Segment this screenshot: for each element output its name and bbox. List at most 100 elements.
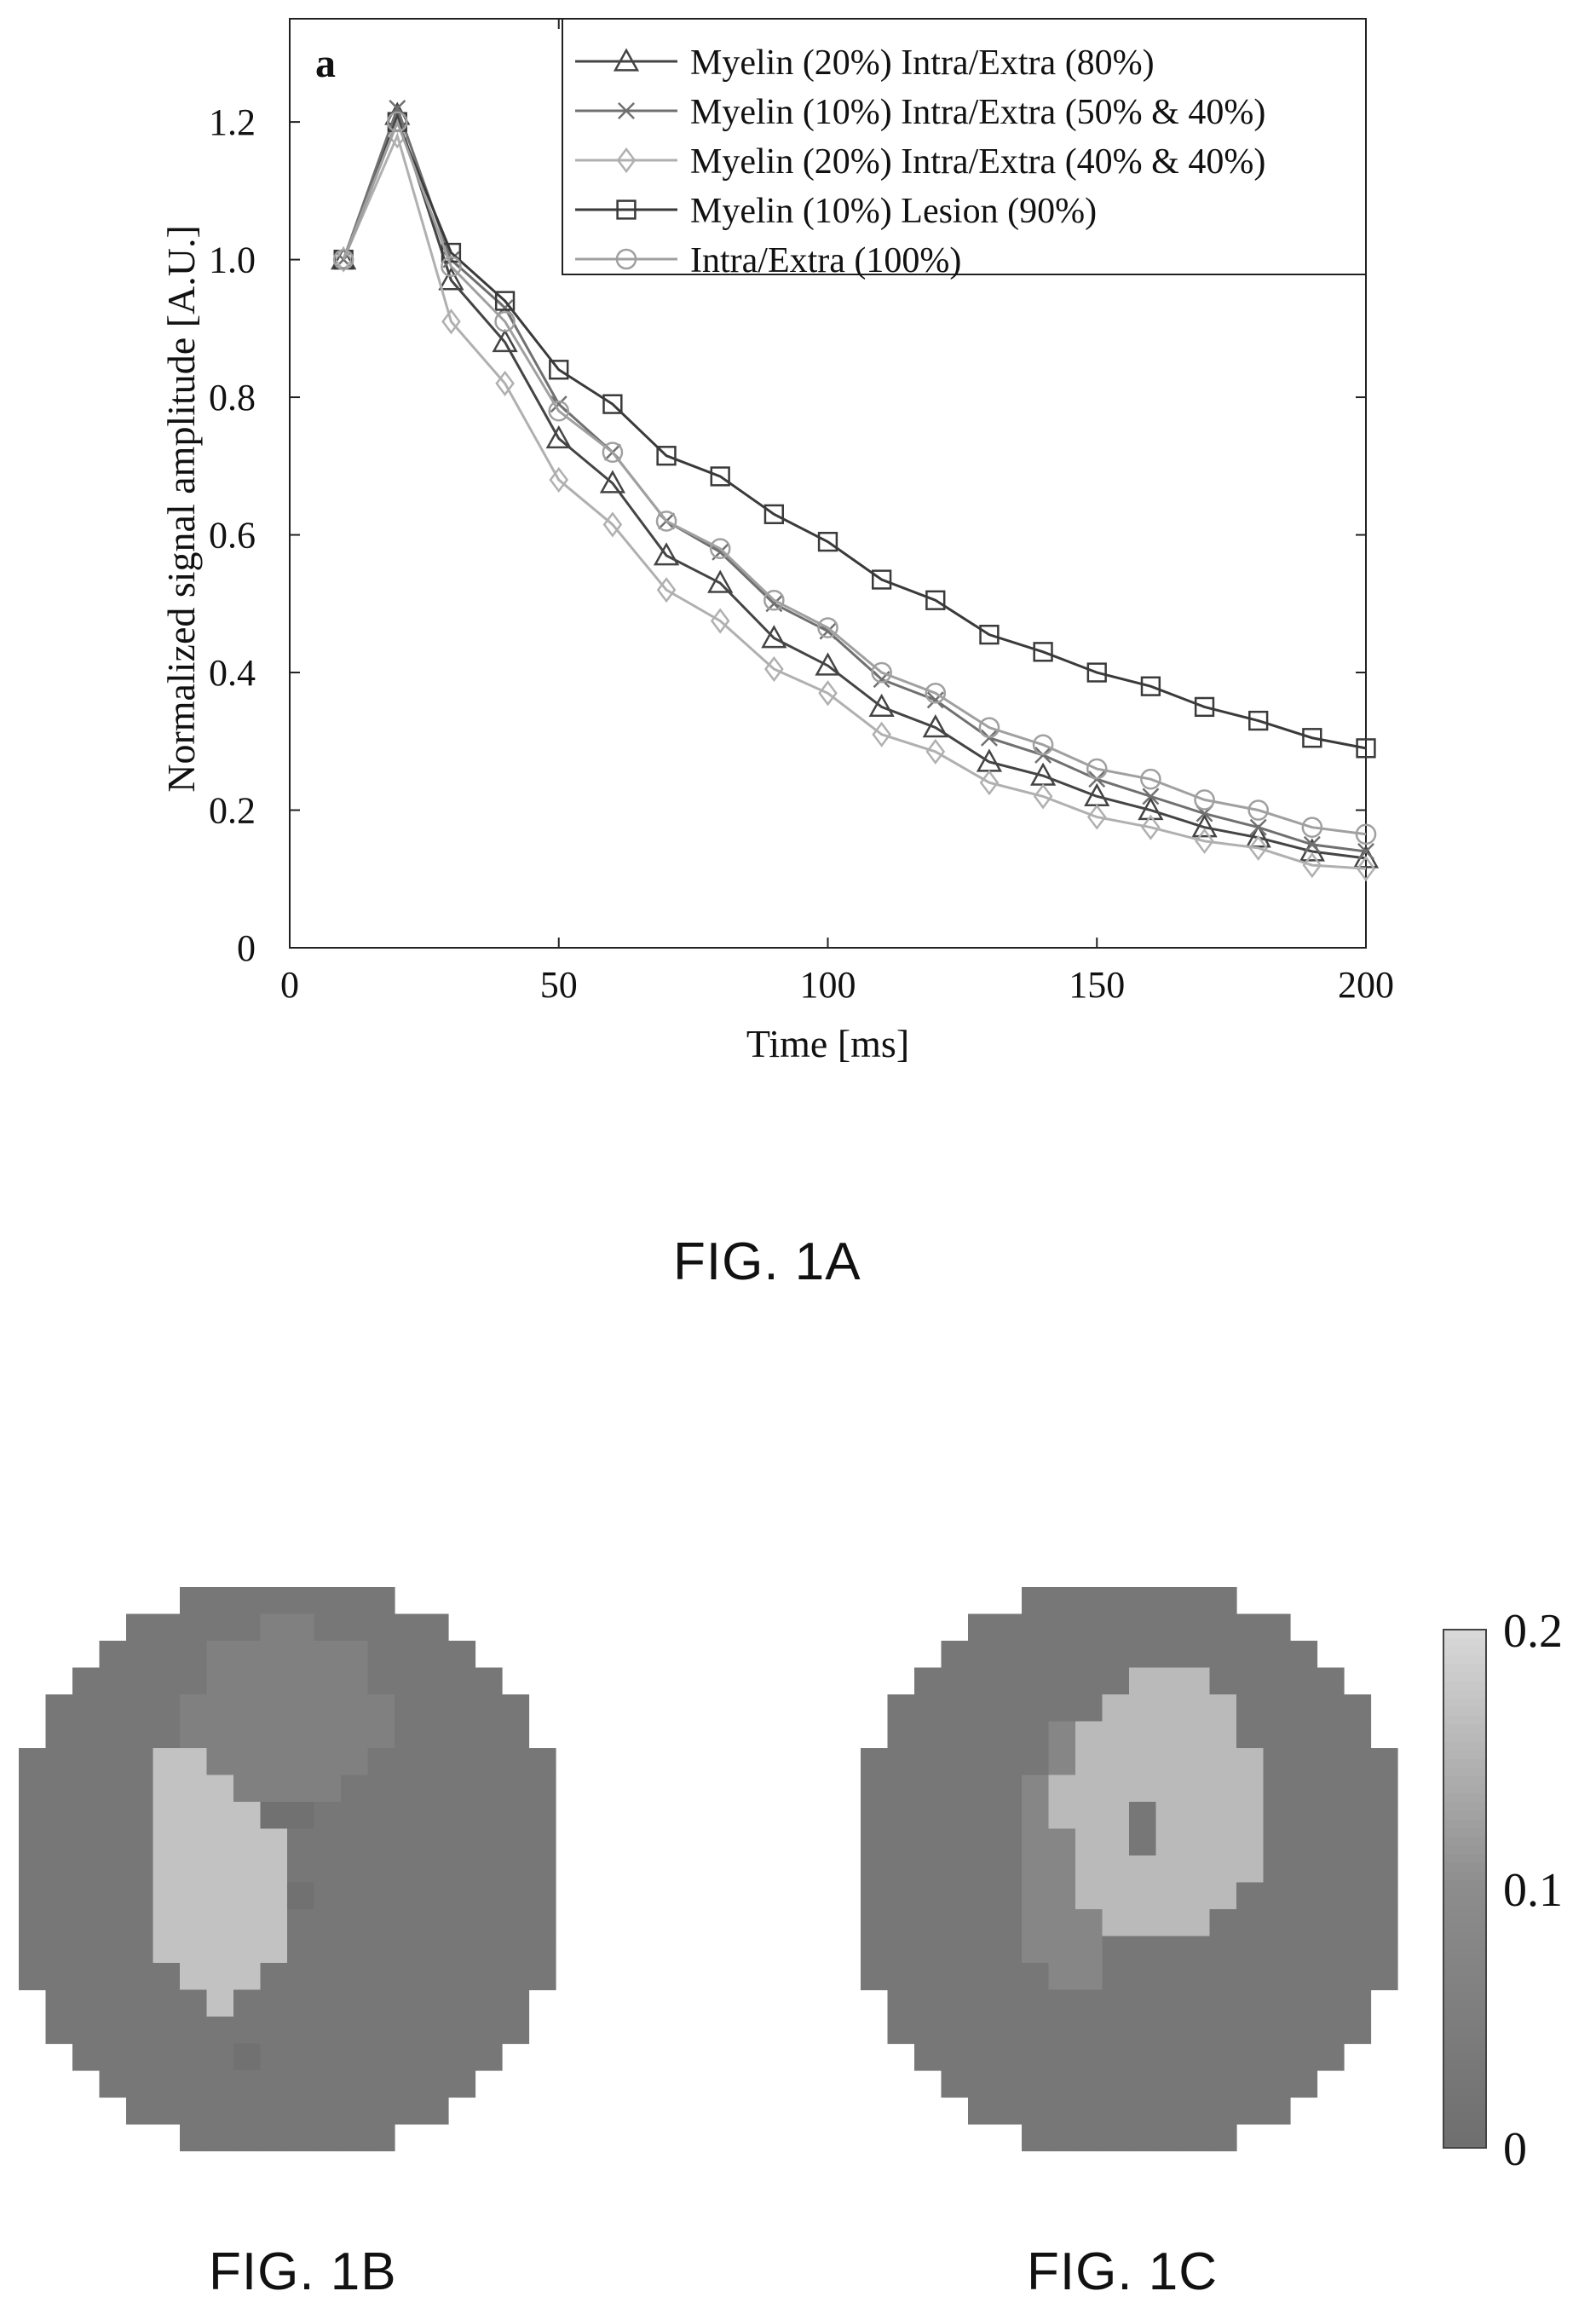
map-cell [448, 1802, 476, 1830]
map-cell [887, 1882, 915, 1910]
map-cell [233, 2070, 262, 2098]
data-point [492, 328, 518, 353]
map-cell [914, 1989, 942, 2017]
map-cell [1129, 1989, 1157, 2017]
map-cell [1075, 1748, 1103, 1776]
map-cell [475, 1694, 503, 1723]
map-cell [314, 2070, 342, 2098]
map-cell [475, 1828, 503, 1856]
map-cell [206, 1828, 234, 1856]
map-cell [914, 1963, 942, 1991]
map-cell [180, 1641, 208, 1669]
data-point [978, 717, 1000, 738]
map-cell [314, 1909, 342, 1937]
map-cell [395, 2070, 423, 2098]
map-cell [421, 1963, 449, 1991]
map-cell [206, 1587, 234, 1615]
map-cell [1317, 1855, 1345, 1884]
map-cell [1075, 2043, 1103, 2071]
map-cell [968, 1613, 996, 1642]
map-cell [1022, 1641, 1050, 1669]
series-line [342, 111, 1367, 860]
map-cell [1236, 1989, 1265, 2017]
map-cell [1022, 2043, 1050, 2071]
map-cell [153, 1748, 181, 1776]
map-cell [1236, 1775, 1265, 1803]
colorbar-step [1443, 2087, 1486, 2097]
map-cell [367, 1802, 395, 1830]
map-cell [180, 1721, 208, 1749]
map-cell [1155, 1721, 1184, 1749]
map-cell [367, 1641, 395, 1669]
map-cell [153, 1828, 181, 1856]
map-cell [287, 1882, 315, 1910]
legend-label: Myelin (20%) Intra/Extra (40% & 40%) [690, 142, 1265, 182]
map-cell [233, 1989, 262, 2017]
map-cell [968, 2070, 996, 2098]
map-cell [206, 1802, 234, 1830]
colorbar-step [1443, 1837, 1486, 1847]
map-cell [448, 2070, 476, 2098]
map-cell [341, 1721, 369, 1749]
map-cell [1048, 2070, 1076, 2098]
colorbar-step [1443, 1741, 1486, 1752]
data-point [613, 48, 640, 72]
map-cell [475, 1855, 503, 1884]
colorbar-step [1443, 1647, 1486, 1657]
y-axis-label: Normalized signal amplitude [A.U.] [159, 225, 203, 793]
map-cell [395, 1936, 423, 1964]
data-point [922, 714, 948, 738]
map-cell [260, 1587, 288, 1615]
map-cell [1209, 2070, 1237, 2098]
map-cell [475, 1775, 503, 1803]
map-cell [1022, 1802, 1050, 1830]
map-cell [314, 1828, 342, 1856]
map-cell [180, 1775, 208, 1803]
map-cell [233, 1775, 262, 1803]
map-cell [1183, 1667, 1211, 1695]
map-cell [1129, 2097, 1157, 2125]
map-cell [968, 1936, 996, 1964]
colorbar-step [1443, 1897, 1486, 1907]
data-point [1302, 852, 1322, 879]
map-cell [1102, 1775, 1130, 1803]
map-cell [72, 1936, 101, 1964]
map-cell [448, 1882, 476, 1910]
legend-label: Intra/Extra (100%) [690, 241, 961, 280]
map-cell [1129, 1721, 1157, 1749]
map-cell [367, 2070, 395, 2098]
map-cell [941, 2070, 969, 2098]
map-cell [1290, 1963, 1318, 1991]
map-cell [1048, 1613, 1076, 1642]
map-cell [887, 1963, 915, 1991]
map-cell [341, 1855, 369, 1884]
map-cell [341, 1748, 369, 1776]
data-point [1355, 823, 1377, 845]
map-cell [153, 1855, 181, 1884]
map-cell [180, 2097, 208, 2125]
map-cell [287, 1587, 315, 1615]
map-cell [968, 1667, 996, 1695]
map-cell [448, 2017, 476, 2045]
map-cell [1344, 1694, 1372, 1723]
map-cell [45, 1963, 73, 1991]
map-cell [1344, 1748, 1372, 1776]
map-cell [314, 2017, 342, 2045]
map-cell [260, 1855, 288, 1884]
map-cell [1263, 1909, 1291, 1937]
map-cell [887, 1909, 915, 1937]
map-cell [1183, 1909, 1211, 1937]
map-cell [968, 1909, 996, 1937]
data-point [818, 680, 838, 707]
map-cell [233, 1802, 262, 1830]
map-cell [528, 1855, 556, 1884]
map-cell [126, 1828, 154, 1856]
map-cell [287, 1802, 315, 1830]
map-cell [395, 1989, 423, 2017]
map-cell [968, 2017, 996, 2045]
data-point [1357, 842, 1374, 860]
data-point [618, 102, 635, 119]
map-cell [941, 1936, 969, 1964]
colorbar-step [1443, 1768, 1486, 1778]
map-cell [19, 1963, 47, 1991]
